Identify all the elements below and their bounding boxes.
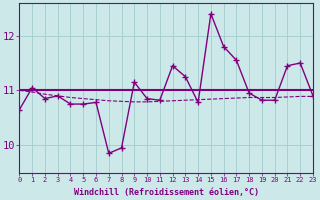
X-axis label: Windchill (Refroidissement éolien,°C): Windchill (Refroidissement éolien,°C) — [74, 188, 259, 197]
